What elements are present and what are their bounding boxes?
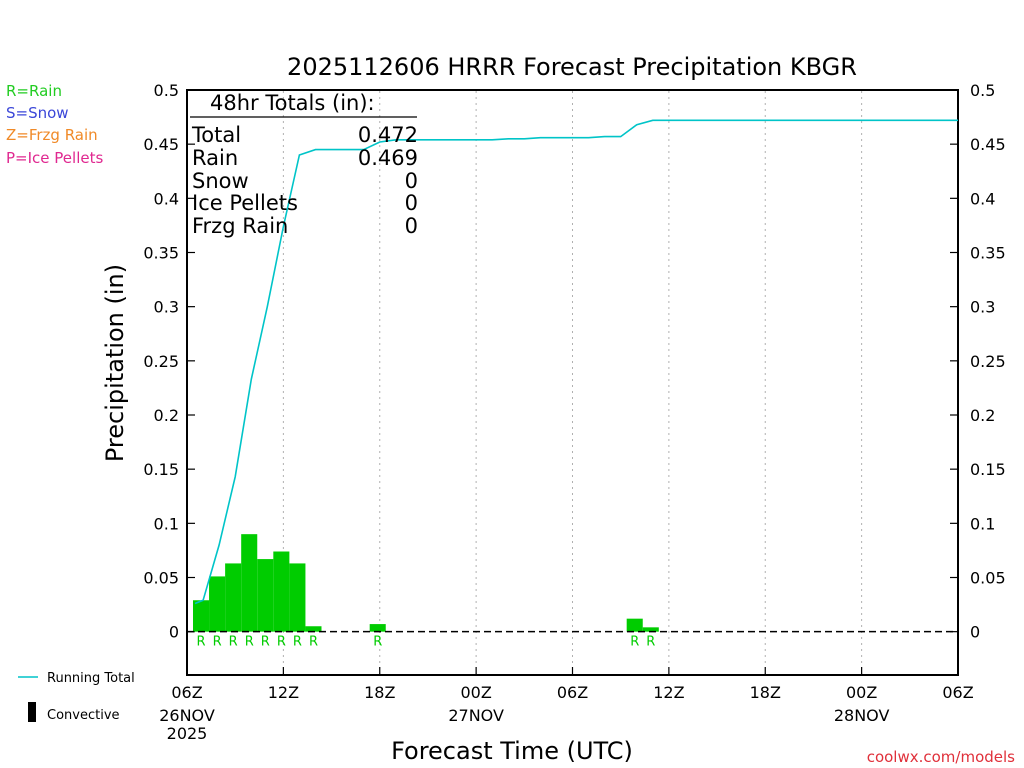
precip-bar — [209, 576, 226, 632]
y-tick-label-right: 0.05 — [970, 569, 1006, 588]
totals-value-total: 0.472 — [358, 123, 418, 147]
y-tick-label: 0.25 — [143, 352, 179, 371]
x-tick-date: 26NOV — [159, 706, 215, 725]
totals-value-snow: 0 — [405, 169, 418, 193]
x-tick-year: 2025 — [167, 724, 208, 743]
ptype-label: R — [277, 635, 286, 650]
y-tick-label-right: 0.3 — [970, 298, 995, 317]
precip-bar — [626, 618, 643, 632]
y-tick-label: 0.4 — [154, 189, 179, 208]
chart-title: 2025112606 HRRR Forecast Precipitation K… — [287, 53, 857, 81]
x-tick-date: 28NOV — [834, 706, 890, 725]
y-tick-label-right: 0.1 — [970, 514, 995, 533]
ptype-legend-snow: S=Snow — [6, 104, 69, 122]
y-tick-label: 0.45 — [143, 135, 179, 154]
ptype-legend-rain: R=Rain — [6, 82, 62, 100]
vertical-gridlines — [282, 91, 863, 674]
convective-legend-label: Convective — [47, 708, 120, 723]
totals-label-rain: Rain — [192, 146, 238, 170]
y-tick-label: 0.15 — [143, 460, 179, 479]
y-tick-label-right: 0.2 — [970, 406, 995, 425]
y-tick-label-right: 0.45 — [970, 135, 1006, 154]
precip-bar — [193, 600, 210, 632]
x-tick-label: 12Z — [653, 683, 684, 702]
precip-bar — [305, 626, 322, 632]
x-axis-label: Forecast Time (UTC) — [391, 737, 633, 765]
totals-label-ice-pellets: Ice Pellets — [192, 191, 298, 215]
totals-value-rain: 0.469 — [358, 146, 418, 170]
y-tick-label: 0.2 — [154, 406, 179, 425]
y-tick-label-right: 0.4 — [970, 189, 995, 208]
ptype-legend-ice-pellets: P=Ice Pellets — [6, 149, 103, 167]
y-tick-label-right: 0.5 — [970, 81, 995, 100]
precip-bar — [273, 551, 290, 632]
y-tick-label-right: 0.25 — [970, 352, 1006, 371]
totals-value-ice-pellets: 0 — [405, 191, 418, 215]
precip-bar — [642, 627, 659, 632]
y-tick-label: 0 — [169, 623, 179, 642]
y-axis-left: 0 0.05 0.1 0.15 0.2 0.25 0.3 0.35 0.4 0.45 0.5 — [143, 81, 195, 642]
x-tick-label: 18Z — [750, 683, 781, 702]
ptype-label: R — [646, 635, 655, 650]
ptype-label: R — [197, 635, 206, 650]
x-tick-label: 00Z — [846, 683, 877, 702]
precip-bar — [257, 559, 274, 632]
x-tick-label: 06Z — [557, 683, 588, 702]
totals-label-frzg-rain: Frzg Rain — [192, 214, 288, 238]
y-axis-right: 0 0.05 0.1 0.15 0.2 0.25 0.3 0.35 0.4 0.45 0.5 — [950, 81, 1006, 642]
ptype-label: R — [245, 635, 254, 650]
credit-text: coolwx.com/models — [867, 748, 1015, 766]
ptype-label: R — [309, 635, 318, 650]
ptype-label: R — [373, 635, 382, 650]
precip-bar — [241, 534, 258, 632]
x-tick-label: 18Z — [364, 683, 395, 702]
y-axis-label: Precipitation (in) — [101, 264, 129, 462]
precip-bar — [225, 563, 242, 632]
y-tick-label: 0.5 — [154, 81, 179, 100]
y-tick-label: 0.3 — [154, 298, 179, 317]
y-tick-label: 0.35 — [143, 244, 179, 263]
y-tick-label-right: 0 — [970, 623, 980, 642]
y-tick-label: 0.05 — [143, 569, 179, 588]
x-tick-label: 06Z — [171, 683, 202, 702]
x-tick-label: 00Z — [460, 683, 491, 702]
precip-bar — [289, 563, 306, 632]
ptype-legend-frzg-rain: Z=Frzg Rain — [6, 126, 98, 144]
bottom-legend: Running Total Convective — [18, 671, 135, 723]
x-tick-label: 06Z — [942, 683, 973, 702]
totals-value-frzg-rain: 0 — [405, 214, 418, 238]
ptype-label: R — [229, 635, 238, 650]
y-tick-label: 0.1 — [154, 514, 179, 533]
totals-label-total: Total — [191, 123, 241, 147]
running-total-line — [194, 119, 958, 605]
totals-box: 48hr Totals (in): Total 0.472 Rain 0.469… — [190, 91, 418, 238]
y-tick-label-right: 0.35 — [970, 244, 1006, 263]
ptype-legend: R=Rain S=Snow Z=Frzg Rain P=Ice Pellets — [6, 82, 103, 167]
convective-swatch — [28, 702, 36, 722]
x-tick-date: 27NOV — [448, 706, 504, 725]
totals-label-snow: Snow — [192, 169, 249, 193]
ptype-label: R — [213, 635, 222, 650]
totals-heading: 48hr Totals (in): — [210, 91, 375, 115]
precip-bar — [369, 624, 386, 632]
y-tick-label-right: 0.15 — [970, 460, 1006, 479]
ptype-label: R — [261, 635, 270, 650]
ptype-label: R — [630, 635, 639, 650]
x-tick-label: 12Z — [268, 683, 299, 702]
running-total-legend-label: Running Total — [47, 671, 135, 686]
precip-bars — [193, 534, 659, 632]
ptype-label: R — [293, 635, 302, 650]
